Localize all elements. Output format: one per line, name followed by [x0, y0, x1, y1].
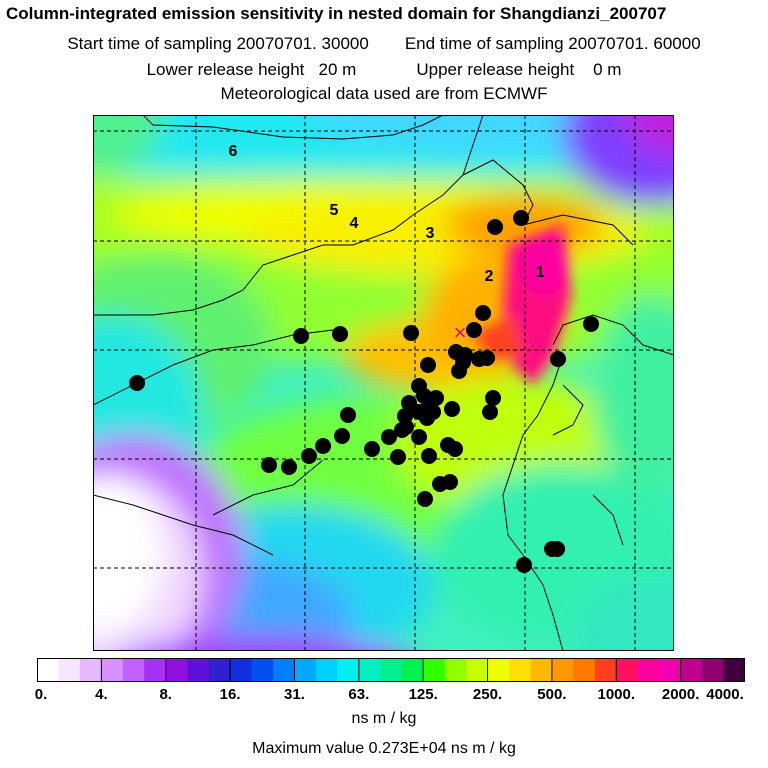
plot-title: Column-integrated emission sensitivity i… — [6, 4, 667, 23]
colorbar-tick-label: 31. — [284, 686, 305, 703]
colorbar-cell — [187, 658, 210, 682]
colorbar-cell — [551, 658, 574, 682]
colorbar-tick-label: 250. — [472, 686, 503, 703]
colorbar-cell — [723, 658, 745, 682]
colorbar-tick-label: 2000. — [661, 686, 700, 703]
start-time-label: Start time of sampling 20070701. 30000 — [67, 34, 369, 53]
colorbar-cell — [273, 658, 296, 682]
sampling-times: Start time of sampling 20070701. 30000 En… — [0, 34, 768, 54]
colorbar-cell — [230, 658, 253, 682]
colorbar-cell — [594, 658, 617, 682]
colorbar-tick-label: 125. — [408, 686, 438, 703]
colorbar-cell — [208, 658, 231, 682]
colorbar-tick-label: 4000. — [706, 686, 744, 703]
colorbar-cell — [165, 658, 188, 682]
trajectory-label-4: 4 — [350, 215, 359, 232]
colorbar-cell — [101, 658, 124, 682]
colorbar-cell — [144, 658, 167, 682]
trajectory-label-3: 3 — [426, 225, 435, 242]
trajectory-label-1: 1 — [536, 264, 545, 281]
colorbar-tick-label: 4. — [95, 686, 108, 703]
colorbar-cell — [58, 658, 81, 682]
colorbar-cell — [659, 658, 682, 682]
colorbar-cell — [358, 658, 381, 682]
colorbar-tick-label: 16. — [219, 686, 241, 703]
max-value-label: Maximum value 0.273E+04 ns m / kg — [252, 740, 516, 757]
colorbar-cell — [37, 658, 60, 682]
station-marker: × — [454, 320, 467, 345]
colorbar-cell — [573, 658, 596, 682]
sensitivity-map: × 1 2 3 4 5 6 — [93, 115, 674, 651]
met-data-label: Meteorological data used are from ECMWF — [220, 84, 548, 103]
lower-height-label: Lower release height 20 m — [146, 60, 357, 79]
colorbar-unit: ns m / kg — [351, 710, 417, 727]
colorbar-cell — [251, 658, 274, 682]
trajectory-label-5: 5 — [330, 202, 339, 219]
colorbar-tick-label: 63. — [348, 686, 370, 703]
particle-centroids — [129, 210, 599, 573]
trajectory-label-6: 6 — [229, 143, 238, 160]
release-heights: Lower release height 20 m Upper release h… — [0, 60, 768, 80]
colorbar-cell — [337, 658, 360, 682]
colorbar-cell — [315, 658, 338, 682]
colorbar-cell — [380, 658, 403, 682]
colorbar-tick-label: 0. — [34, 686, 48, 703]
colorbar-cell — [509, 658, 532, 682]
colorbar-cell — [401, 658, 424, 682]
colorbar — [37, 658, 745, 682]
colorbar-cell — [616, 658, 639, 682]
colorbar-cell — [122, 658, 145, 682]
colorbar-cell — [702, 658, 725, 682]
colorbar-tick-label: 8. — [159, 686, 172, 703]
colorbar-cell — [79, 658, 102, 682]
end-time-label: End time of sampling 20070701. 60000 — [404, 34, 701, 53]
colorbar-tick-label: 1000. — [597, 686, 636, 703]
colorbar-cell — [294, 658, 317, 682]
colorbar-cell — [466, 658, 489, 682]
trajectory-label-2: 2 — [485, 268, 494, 285]
map-frame — [93, 115, 674, 651]
colorbar-cell — [637, 658, 660, 682]
colorbar-cell — [680, 658, 703, 682]
graticule — [93, 115, 674, 651]
colorbar-cell — [487, 658, 510, 682]
colorbar-cell — [530, 658, 553, 682]
colorbar-cells — [37, 658, 745, 682]
colorbar-tick-label: 500. — [537, 686, 567, 703]
upper-height-label: Upper release height 0 m — [416, 60, 622, 79]
colorbar-cell — [423, 658, 446, 682]
colorbar-cell — [444, 658, 467, 682]
high-sensitivity-core — [473, 225, 571, 385]
